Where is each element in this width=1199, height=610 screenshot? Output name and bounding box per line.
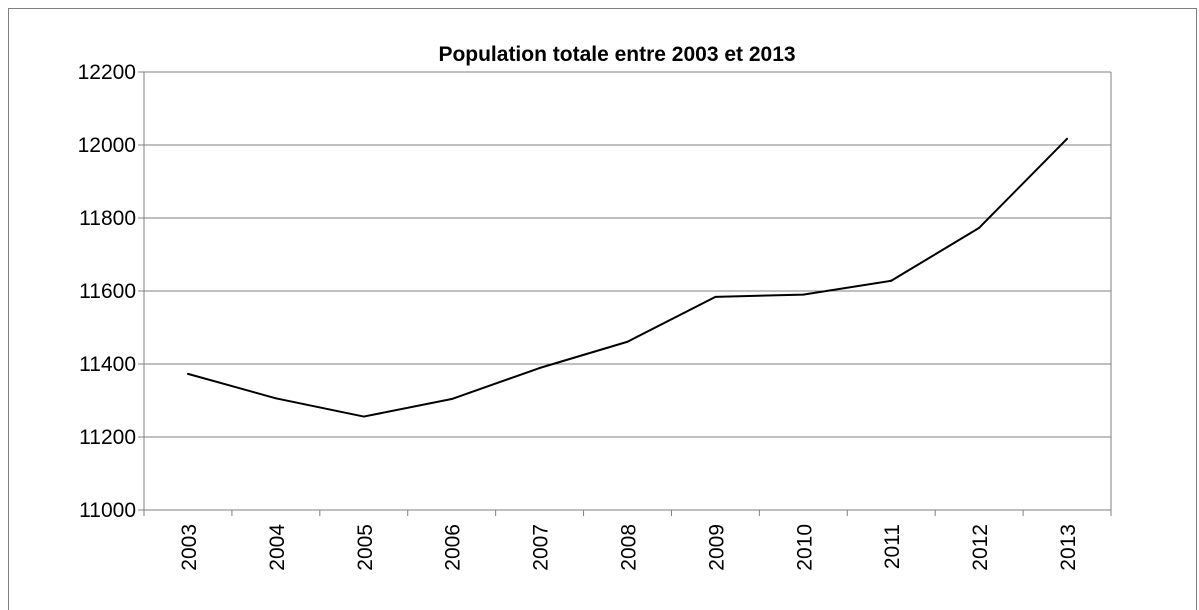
- x-tick-label: 2008: [618, 524, 641, 571]
- series-layer: [186, 137, 1069, 418]
- series-line: [187, 138, 1068, 418]
- x-tick-label: 2009: [705, 524, 728, 571]
- x-tick-label: 2010: [793, 524, 816, 571]
- data-point: [274, 397, 277, 400]
- chart-title: Population totale entre 2003 et 2013: [438, 43, 795, 66]
- y-tick-label: 11400: [79, 353, 136, 376]
- x-tick-label: 2012: [969, 524, 992, 571]
- x-tick-label: 2005: [354, 524, 377, 571]
- y-tick-label: 12200: [78, 61, 136, 84]
- data-point: [802, 293, 805, 296]
- gridlines: [144, 71, 1111, 438]
- chart-frame: [8, 8, 1197, 610]
- x-tick-label: 2013: [1057, 524, 1080, 571]
- y-tick-label: 11200: [79, 426, 136, 449]
- y-tick-label: 11800: [79, 207, 136, 230]
- x-tick-label: 2004: [266, 524, 289, 571]
- data-point: [186, 372, 189, 375]
- data-point: [362, 415, 365, 418]
- data-point: [890, 279, 893, 282]
- y-tick-label: 11600: [79, 280, 136, 303]
- data-point: [626, 340, 629, 343]
- x-tick-label: 2006: [442, 524, 465, 571]
- data-point: [714, 295, 717, 298]
- data-point: [538, 367, 541, 370]
- data-point: [1066, 137, 1069, 140]
- data-point: [978, 226, 981, 229]
- data-point: [450, 398, 453, 401]
- x-tick-label: 2011: [881, 524, 904, 569]
- y-tick-label: 12000: [78, 134, 136, 157]
- axes: [138, 71, 1112, 516]
- x-tick-label: 2003: [178, 524, 201, 571]
- tick-labels: 11000 11200 11400 11600 11800 12000 12200 2003 2…: [78, 61, 1080, 571]
- y-tick-label: 11000: [79, 499, 136, 522]
- x-tick-label: 2007: [530, 524, 553, 571]
